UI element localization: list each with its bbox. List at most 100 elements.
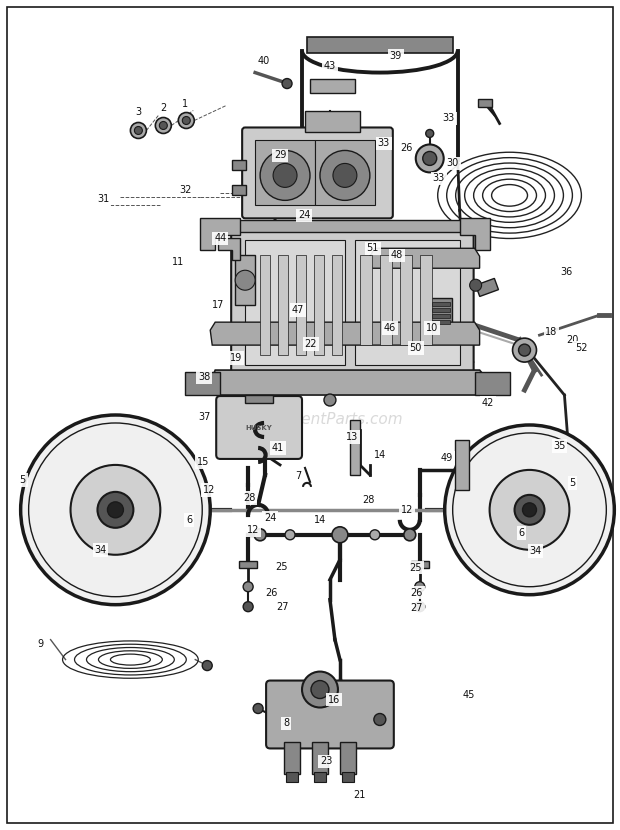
Circle shape — [426, 129, 434, 138]
Bar — [454, 440, 469, 490]
Text: 46: 46 — [384, 323, 396, 333]
Text: 36: 36 — [560, 267, 572, 277]
Text: 24: 24 — [298, 210, 310, 220]
Bar — [432, 308, 450, 312]
Circle shape — [282, 79, 292, 89]
Text: 41: 41 — [272, 443, 284, 453]
Text: 27: 27 — [410, 603, 423, 613]
Bar — [400, 256, 412, 345]
Circle shape — [20, 415, 210, 605]
Bar — [286, 773, 298, 783]
Text: 17: 17 — [212, 300, 224, 310]
Bar — [432, 302, 450, 306]
Text: 11: 11 — [172, 257, 184, 267]
Polygon shape — [210, 370, 490, 395]
Text: 23: 23 — [320, 756, 332, 766]
Text: 30: 30 — [446, 159, 459, 168]
Text: 38: 38 — [198, 372, 210, 382]
Text: 13: 13 — [346, 432, 358, 442]
Circle shape — [415, 582, 425, 592]
Text: 26: 26 — [401, 144, 413, 154]
Text: 12: 12 — [401, 505, 413, 515]
Bar — [355, 241, 459, 365]
Text: 15: 15 — [197, 457, 210, 467]
Circle shape — [416, 144, 444, 173]
Circle shape — [515, 495, 544, 525]
Circle shape — [311, 681, 329, 699]
Circle shape — [243, 582, 253, 592]
Text: 34: 34 — [529, 546, 542, 556]
Text: 14: 14 — [374, 450, 386, 460]
Circle shape — [156, 118, 171, 134]
Text: 8: 8 — [283, 719, 289, 729]
Text: 28: 28 — [243, 493, 255, 503]
Polygon shape — [210, 322, 480, 345]
Bar — [255, 140, 315, 205]
Text: 31: 31 — [97, 194, 110, 204]
Bar — [260, 256, 270, 355]
Circle shape — [260, 150, 310, 200]
Bar — [245, 395, 273, 403]
Circle shape — [333, 164, 357, 188]
Text: 33: 33 — [378, 139, 390, 149]
Polygon shape — [459, 218, 490, 251]
Circle shape — [273, 164, 297, 188]
Text: 14: 14 — [314, 515, 326, 525]
Text: 9: 9 — [38, 638, 43, 648]
Bar — [239, 561, 257, 568]
Text: 51: 51 — [366, 243, 379, 253]
Text: 6: 6 — [186, 515, 192, 525]
Bar — [232, 185, 246, 195]
Circle shape — [71, 465, 161, 554]
Bar — [310, 79, 355, 92]
Bar — [315, 140, 375, 205]
Circle shape — [285, 530, 295, 540]
Text: 26: 26 — [410, 588, 423, 598]
Circle shape — [243, 602, 253, 612]
Bar — [284, 743, 300, 774]
Text: 25: 25 — [275, 562, 287, 572]
Text: 6: 6 — [518, 528, 525, 538]
Circle shape — [324, 394, 336, 406]
Text: HUSKY: HUSKY — [246, 425, 272, 431]
Text: 33: 33 — [433, 173, 445, 183]
Text: 20: 20 — [566, 335, 578, 345]
Circle shape — [253, 704, 263, 714]
Text: 10: 10 — [425, 323, 438, 333]
Text: 16: 16 — [328, 695, 340, 705]
Text: 48: 48 — [391, 251, 403, 261]
Text: 24: 24 — [264, 513, 277, 523]
Text: 32: 32 — [179, 185, 192, 195]
Bar — [350, 420, 360, 475]
Text: 25: 25 — [410, 563, 422, 573]
Circle shape — [523, 503, 536, 517]
Circle shape — [159, 121, 167, 129]
Text: 43: 43 — [324, 61, 336, 71]
Bar — [296, 256, 306, 355]
Circle shape — [130, 123, 146, 139]
Bar — [314, 773, 326, 783]
Bar — [278, 256, 288, 355]
Circle shape — [332, 527, 348, 543]
Bar — [432, 315, 450, 318]
Bar — [305, 110, 360, 133]
Polygon shape — [475, 372, 510, 395]
Text: 40: 40 — [258, 56, 270, 66]
Bar — [477, 99, 492, 106]
Circle shape — [302, 671, 338, 707]
Polygon shape — [185, 372, 220, 395]
Text: 44: 44 — [214, 233, 226, 243]
Circle shape — [254, 529, 266, 541]
Text: 28: 28 — [363, 495, 375, 505]
Text: 5: 5 — [569, 478, 575, 488]
Circle shape — [370, 530, 380, 540]
Bar — [245, 241, 345, 365]
Polygon shape — [370, 248, 480, 268]
Circle shape — [202, 661, 212, 671]
Text: 27: 27 — [276, 602, 288, 612]
Circle shape — [423, 151, 436, 165]
Circle shape — [490, 470, 569, 549]
Text: 22: 22 — [305, 339, 317, 349]
Circle shape — [235, 271, 255, 290]
Text: 52: 52 — [575, 343, 588, 353]
